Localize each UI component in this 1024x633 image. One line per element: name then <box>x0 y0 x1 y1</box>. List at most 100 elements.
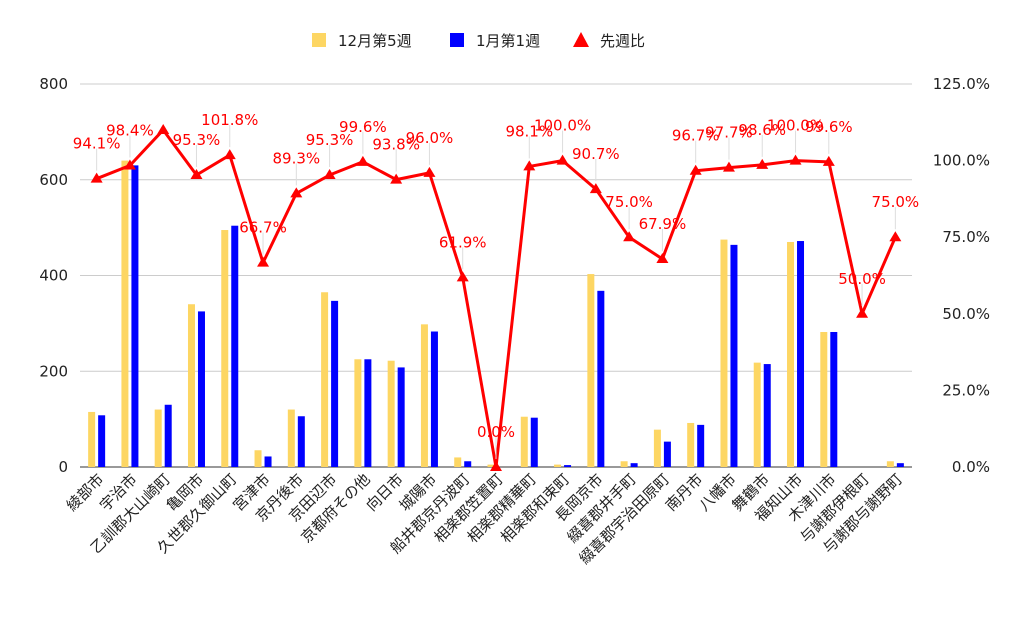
ratio-marker <box>789 154 802 165</box>
ratio-data-label: 90.7% <box>572 145 620 163</box>
left-tick-label: 200 <box>39 362 68 380</box>
ratio-data-label: 61.9% <box>439 233 487 251</box>
ratio-data-label: 100.0% <box>767 117 824 135</box>
bar-12月第5週 <box>820 331 828 467</box>
ratio-line-series <box>90 123 902 471</box>
ratio-marker <box>356 155 369 166</box>
bar-12月第5週 <box>387 360 395 467</box>
ratio-marker <box>123 159 136 170</box>
bar-1月第1週 <box>397 367 405 467</box>
category-label: 綾部市 <box>63 470 108 515</box>
bar-12月第5週 <box>753 362 761 467</box>
right-axis-ticks: 0.0% 25.0% 50.0% 75.0% 100.0% 125.0% <box>933 75 990 476</box>
gridlines <box>80 83 912 468</box>
bar-12月第5週 <box>454 457 462 467</box>
bar-12月第5週 <box>354 359 362 467</box>
ratio-marker <box>456 271 469 282</box>
bar-1月第1週 <box>264 456 272 467</box>
right-tick-label: 125.0% <box>933 75 990 93</box>
bar-12月第5週 <box>886 461 894 467</box>
bar-12月第5週 <box>221 230 229 467</box>
ratio-data-label: 66.7% <box>239 219 287 237</box>
ratio-data-label: 97.7% <box>705 124 753 142</box>
category-label: 向日市 <box>362 470 407 515</box>
ratio-data-label: 98.4% <box>106 122 154 140</box>
bar-12月第5週 <box>420 324 428 467</box>
left-tick-label: 600 <box>39 171 68 189</box>
bar-1月第1週 <box>564 465 572 467</box>
ratio-marker <box>323 169 336 180</box>
ratio-marker <box>90 172 103 183</box>
bar-12月第5週 <box>687 422 695 467</box>
bar-1月第1週 <box>164 404 172 467</box>
legend-swatch <box>573 32 589 47</box>
bar-1月第1週 <box>530 417 538 467</box>
bar-1月第1週 <box>331 300 339 467</box>
left-axis-ticks: 0 200 400 600 800 <box>39 75 68 476</box>
ratio-data-label: 96.7% <box>672 127 720 145</box>
ratio-data-label: 98.1% <box>505 122 553 140</box>
bar-series <box>88 160 904 467</box>
ratio-marker <box>523 160 536 171</box>
ratio-data-label: 96.0% <box>406 129 454 147</box>
bar-12月第5週 <box>487 464 495 467</box>
bar-1月第1週 <box>763 364 771 467</box>
bar-1月第1週 <box>896 463 904 467</box>
left-tick-label: 0 <box>58 458 68 476</box>
ratio-marker <box>257 256 270 267</box>
legend-swatch <box>450 33 464 47</box>
left-tick-label: 800 <box>39 75 68 93</box>
ratio-data-label: 99.6% <box>339 118 387 136</box>
ratio-data-label: 75.0% <box>605 193 653 211</box>
bar-1月第1週 <box>464 461 472 467</box>
ratio-data-label: 99.6% <box>805 118 853 136</box>
bar-12月第5週 <box>620 461 628 467</box>
bar-1月第1週 <box>730 244 738 467</box>
bar-12月第5週 <box>587 274 595 467</box>
ratio-marker <box>756 158 769 169</box>
bar-1月第1週 <box>630 463 638 467</box>
bar-12月第5週 <box>154 409 162 467</box>
ratio-marker <box>689 164 702 175</box>
bar-1月第1週 <box>364 359 372 467</box>
category-labels: 綾部市宇治市乙訓郡大山崎町亀岡市久世郡久御山町宮津市京丹後市京田辺市京都府その他… <box>63 470 906 568</box>
bar-12月第5週 <box>554 464 562 467</box>
bar-1月第1週 <box>231 225 239 467</box>
left-tick-label: 400 <box>39 267 68 285</box>
ratio-marker <box>157 123 170 134</box>
bar-1月第1週 <box>131 165 139 467</box>
ratio-marker <box>390 173 403 184</box>
bar-1月第1週 <box>98 415 106 467</box>
bar-12月第5週 <box>187 304 195 467</box>
bar-12月第5週 <box>720 239 728 467</box>
ratio-data-label: 0.0% <box>477 423 515 441</box>
bar-1月第1週 <box>830 331 838 467</box>
bar-1月第1週 <box>430 331 438 467</box>
ratio-data-label: 100.0% <box>534 117 591 135</box>
ratio-marker <box>656 252 669 263</box>
ratio-marker <box>722 161 735 172</box>
ratio-marker <box>423 166 436 177</box>
ratio-marker <box>856 307 869 318</box>
bar-12月第5週 <box>653 429 661 467</box>
right-tick-label: 50.0% <box>942 305 990 323</box>
right-tick-label: 75.0% <box>942 228 990 246</box>
ratio-marker <box>589 183 602 194</box>
category-label: 八幡市 <box>695 470 740 515</box>
bar-12月第5週 <box>254 450 262 467</box>
ratio-marker <box>889 231 902 242</box>
bar-12月第5週 <box>287 409 295 467</box>
ratio-data-label: 93.8% <box>372 136 420 154</box>
ratio-data-label: 75.0% <box>872 193 920 211</box>
ratio-data-label: 67.9% <box>639 215 687 233</box>
ratio-marker <box>623 231 636 242</box>
ratio-marker <box>290 187 303 198</box>
ratio-marker <box>490 461 502 471</box>
line-data-labels: 94.1%98.4%95.3%101.8%66.7%89.3%95.3%99.6… <box>73 111 919 459</box>
bar-1月第1週 <box>597 290 605 467</box>
right-tick-label: 100.0% <box>933 152 990 170</box>
right-tick-label: 25.0% <box>942 381 990 399</box>
bar-12月第5週 <box>121 160 129 467</box>
ratio-line <box>96 128 897 469</box>
